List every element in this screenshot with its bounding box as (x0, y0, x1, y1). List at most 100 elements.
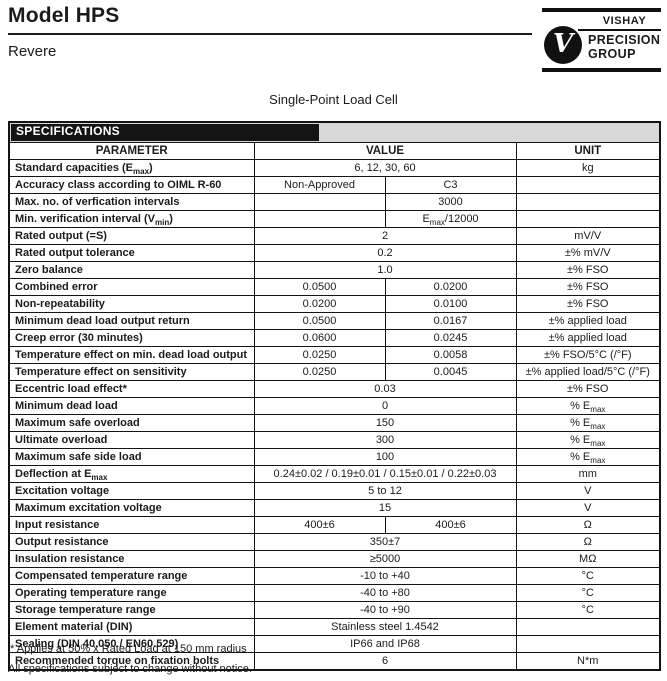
unit-cell: Ω (515, 515, 661, 534)
parameter-cell: Insulation resistance (8, 549, 255, 568)
unit-cell: % Emax (515, 413, 661, 432)
brand-name: Revere (8, 43, 57, 60)
table-row: Maximum excitation voltage 15 V (8, 498, 661, 517)
title-block: Model HPS Revere (8, 4, 532, 60)
unit-cell: % Emax (515, 447, 661, 466)
table-row: Temperature effect on min. dead load out… (8, 345, 661, 364)
parameter-cell: Minimum dead load (8, 396, 255, 415)
table-row: Zero balance 1.0 ±% FSO (8, 260, 661, 279)
parameter-cell: Creep error (30 minutes) (8, 328, 255, 347)
value-cell: 300 (253, 430, 517, 449)
value-cell: 0.2 (253, 243, 517, 262)
value-cell: Non-Approved (253, 175, 386, 194)
unit-cell: mV/V (515, 226, 661, 245)
spec-table-head: SPECIFICATIONS PARAMETER VALUE UNIT (8, 121, 661, 160)
column-header-value: VALUE (253, 141, 517, 160)
value-cell: 0.0600 (253, 328, 386, 347)
parameter-cell: Storage temperature range (8, 600, 255, 619)
parameter-cell: Accuracy class according to OIML R-60 (8, 175, 255, 194)
spec-table: SPECIFICATIONS PARAMETER VALUE UNIT Stan… (8, 121, 661, 671)
value-cell: 400±6 (253, 515, 386, 534)
parameter-cell: Excitation voltage (8, 481, 255, 500)
footnote-eccentric-load: * Applies at 50% x Rated Load at 150 mm … (10, 643, 247, 655)
table-row: Excitation voltage 5 to 12 V (8, 481, 661, 500)
logo-line-vishay: VISHAY (602, 15, 647, 27)
value-cell: 0 (253, 396, 517, 415)
value-cell: 2 (253, 226, 517, 245)
value-cell: 400±6 (384, 515, 517, 534)
parameter-cell: Rated output (=S) (8, 226, 255, 245)
vishay-v-icon: V (544, 26, 582, 64)
value-cell: 6 (253, 651, 517, 671)
unit-cell: ±% FSO (515, 379, 661, 398)
value-cell: 0.0500 (253, 277, 386, 296)
value-cell: 0.0250 (253, 345, 386, 364)
value-cell: -40 to +90 (253, 600, 517, 619)
unit-cell: ±% FSO/5°C (/°F) (515, 345, 661, 364)
table-row: Sealing (DIN 40.050 / EN60.529) IP66 and … (8, 634, 661, 653)
table-row: Max. no. of verfication intervals 3000 (8, 192, 661, 211)
parameter-cell: Eccentric load effect* (8, 379, 255, 398)
unit-cell: °C (515, 566, 661, 585)
value-cell: 0.03 (253, 379, 517, 398)
value-cell: 150 (253, 413, 517, 432)
unit-cell (515, 617, 661, 636)
table-row: Standard capacities (Emax) 6, 12, 30, 60 k… (8, 158, 661, 177)
document-subtitle: Single-Point Load Cell (269, 92, 398, 107)
parameter-cell: Non-repeatability (8, 294, 255, 313)
table-row: Rated output tolerance 0.2 ±% mV/V (8, 243, 661, 262)
value-cell (253, 192, 386, 211)
table-row: Input resistance 400±6 400±6 Ω (8, 515, 661, 534)
table-row: Minimum dead load 0% Emax (8, 396, 661, 415)
value-cell: 0.0500 (253, 311, 386, 330)
unit-cell: Ω (515, 532, 661, 551)
unit-cell: % Emax (515, 396, 661, 415)
parameter-cell: Maximum safe overload (8, 413, 255, 432)
parameter-cell: Minimum dead load output return (8, 311, 255, 330)
unit-cell: MΩ (515, 549, 661, 568)
table-row: Min. verification interval (Vmin) Emax/12… (8, 209, 661, 228)
parameter-cell: Maximum excitation voltage (8, 498, 255, 517)
table-row: Creep error (30 minutes) 0.0600 0.0245 ±% a… (8, 328, 661, 347)
value-cell: 0.24±0.02 / 0.19±0.01 / 0.15±0.01 / 0.22… (253, 464, 517, 483)
value-cell: 0.0167 (384, 311, 517, 330)
parameter-cell: Temperature effect on sensitivity (8, 362, 255, 381)
value-cell: 0.0058 (384, 345, 517, 364)
parameter-cell: Element material (DIN) (8, 617, 255, 636)
specifications-table: SPECIFICATIONS PARAMETER VALUE UNIT Stan… (8, 121, 661, 671)
unit-cell: V (515, 481, 661, 500)
value-cell: 0.0245 (384, 328, 517, 347)
value-cell: 5 to 12 (253, 481, 517, 500)
unit-cell: ±% applied load (515, 311, 661, 330)
parameter-cell: Operating temperature range (8, 583, 255, 602)
value-cell: 1.0 (253, 260, 517, 279)
unit-cell: kg (515, 158, 661, 177)
value-cell: 0.0100 (384, 294, 517, 313)
logo-top-bar (542, 8, 661, 12)
parameter-cell: Standard capacities (Emax) (8, 158, 255, 177)
value-cell: ≥5000 (253, 549, 517, 568)
unit-cell (515, 192, 661, 211)
unit-cell: V (515, 498, 661, 517)
unit-cell: mm (515, 464, 661, 483)
parameter-cell: Min. verification interval (Vmin) (8, 209, 255, 228)
value-cell: 6, 12, 30, 60 (253, 158, 517, 177)
table-row: Output resistance 350±7 Ω (8, 532, 661, 551)
parameter-cell: Input resistance (8, 515, 255, 534)
unit-cell: ±% FSO (515, 294, 661, 313)
parameter-cell: Maximum safe side load (8, 447, 255, 466)
value-cell: -10 to +40 (253, 566, 517, 585)
parameter-cell: Sealing (DIN 40.050 / EN60.529) (8, 634, 255, 653)
unit-cell (515, 175, 661, 194)
unit-cell: % Emax (515, 430, 661, 449)
value-cell: 100 (253, 447, 517, 466)
value-cell: 0.0200 (384, 277, 517, 296)
table-row: Combined error 0.0500 0.0200 ±% FSO (8, 277, 661, 296)
parameter-cell: Recommended torque on fixation bolts (8, 651, 255, 671)
unit-cell: ±% mV/V (515, 243, 661, 262)
table-row: Rated output (=S) 2 mV/V (8, 226, 661, 245)
logo-text: VISHAY PRECISION GROUP (578, 15, 661, 62)
unit-cell: °C (515, 600, 661, 619)
table-row: Non-repeatability 0.0200 0.0100 ±% FSO (8, 294, 661, 313)
